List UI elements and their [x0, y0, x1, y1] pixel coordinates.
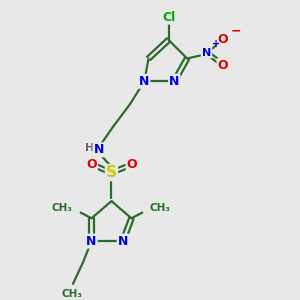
Text: O: O — [86, 158, 97, 171]
Text: N: N — [139, 75, 149, 88]
Text: S: S — [106, 165, 117, 180]
Text: N: N — [93, 143, 104, 156]
Text: Cl: Cl — [162, 11, 175, 24]
Text: N: N — [118, 235, 128, 248]
Text: N: N — [169, 75, 179, 88]
Text: N: N — [202, 48, 212, 58]
Text: CH₃: CH₃ — [52, 203, 73, 213]
Text: O: O — [127, 158, 137, 171]
Text: O: O — [218, 33, 228, 46]
Text: +: + — [212, 39, 220, 49]
Text: H: H — [85, 143, 94, 153]
Text: CH₃: CH₃ — [61, 289, 82, 299]
Text: CH₃: CH₃ — [150, 203, 171, 213]
Text: N: N — [86, 235, 97, 248]
Text: O: O — [218, 59, 228, 72]
Text: −: − — [231, 25, 241, 38]
